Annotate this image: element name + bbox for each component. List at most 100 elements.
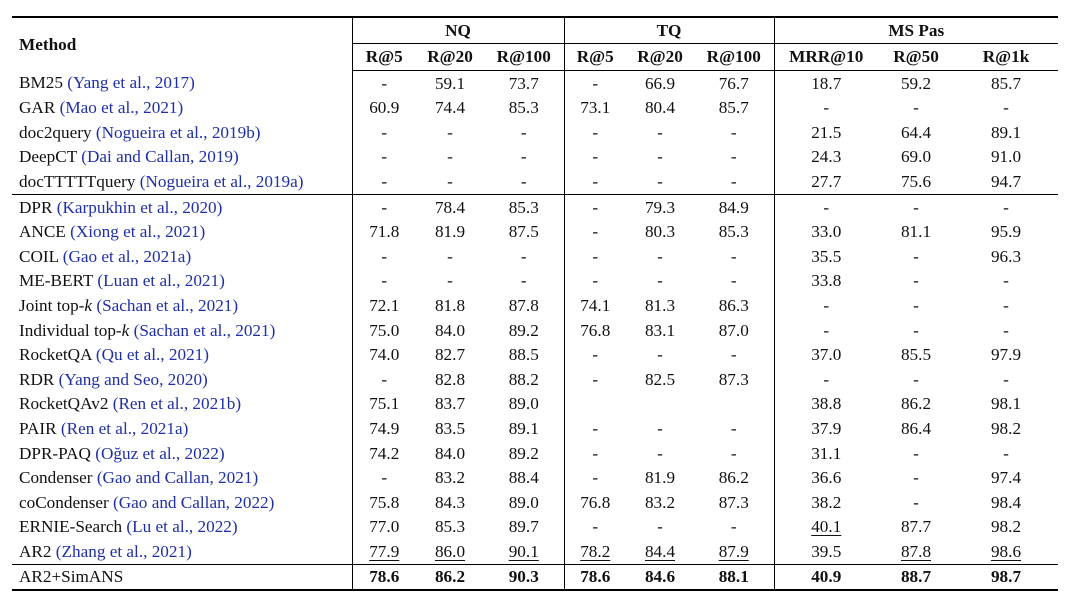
citation-link[interactable]: Qu et al., 2021 — [101, 345, 204, 365]
value-cell: 84.0 — [416, 441, 484, 466]
value-text: 59.2 — [900, 73, 932, 93]
method-name: DeepCT — [19, 147, 77, 167]
value-cell: - — [563, 367, 626, 392]
citation-link[interactable]: Mao et al., 2021 — [65, 98, 178, 118]
value-cell: 75.6 — [878, 169, 954, 194]
value-cell: - — [694, 120, 774, 145]
value-text: - — [447, 147, 453, 167]
method-cell: PAIR (Ren et al., 2021a) — [19, 419, 189, 438]
value-cell: - — [773, 95, 878, 121]
citation-link[interactable]: Zhang et al., 2021 — [61, 541, 187, 561]
method-name: DPR-PAQ — [19, 443, 91, 463]
value-text: 59.1 — [434, 73, 466, 93]
citation-link[interactable]: Dai and Callan, 2019 — [86, 147, 234, 167]
value-cell: - — [484, 145, 564, 170]
metric-header: R@5 — [563, 43, 626, 71]
value-text: - — [823, 98, 830, 118]
value-text: - — [381, 271, 388, 291]
value-text: - — [1003, 320, 1009, 340]
value-text: - — [823, 369, 830, 389]
value-text: 74.2 — [369, 443, 400, 463]
value-text: - — [520, 172, 527, 192]
value-cell: 98.2 — [954, 515, 1058, 540]
citation-link[interactable]: Luan et al., 2021 — [103, 271, 220, 291]
value-text: 84.6 — [644, 567, 676, 587]
value-cell: 74.0 — [351, 342, 416, 368]
citation-link[interactable]: Gao et al., 2021a — [68, 246, 186, 266]
value-cell: - — [626, 515, 694, 540]
citation-link[interactable]: Lu et al., 2022 — [132, 517, 232, 537]
method-name: doc2query — [19, 122, 92, 142]
value-cell: - — [351, 465, 416, 491]
value-text: 85.7 — [718, 98, 749, 118]
citation-link[interactable]: Sachan et al., 2021 — [102, 296, 233, 316]
value-cell: 64.4 — [878, 120, 954, 145]
table-row: DeepCT (Dai and Callan, 2019) - - - - - - 24.3 6… — [12, 144, 1058, 170]
value-cell: 91.0 — [954, 145, 1058, 170]
citation-link[interactable]: Ren et al., 2021a — [66, 419, 183, 438]
citation-link[interactable]: Ren et al., 2021b — [118, 394, 236, 414]
value-cell: 98.6 — [954, 539, 1058, 564]
value-text: 89.7 — [508, 517, 539, 537]
value-text: 74.1 — [580, 296, 611, 316]
value-cell: - — [694, 343, 774, 368]
value-text: - — [592, 443, 599, 463]
value-cell: 81.1 — [878, 220, 954, 245]
value-text: - — [447, 122, 453, 142]
value-text: 84.4 — [644, 541, 676, 561]
value-text: 37.9 — [811, 419, 842, 438]
value-text: 85.3 — [508, 197, 539, 217]
value-cell: - — [626, 343, 694, 368]
value-text: 87.9 — [718, 541, 749, 561]
value-text: 85.3 — [508, 98, 539, 118]
value-text: 97.9 — [990, 345, 1022, 365]
value-cell: - — [878, 96, 954, 121]
value-cell: 87.3 — [694, 490, 774, 515]
citation-link[interactable]: Gao and Callan, 2021 — [102, 468, 253, 488]
value-text: 78.2 — [580, 541, 611, 561]
citation-link[interactable]: Gao and Callan, 2022 — [118, 492, 269, 512]
value-cell: 90.3 — [484, 563, 564, 591]
value-cell: - — [484, 120, 564, 145]
value-text: - — [913, 443, 919, 463]
value-text: 89.0 — [508, 394, 539, 414]
citation-link[interactable]: Oğuz et al., 2022 — [101, 443, 219, 463]
value-text: - — [730, 517, 737, 537]
value-cell: 80.3 — [626, 220, 694, 245]
citation-link[interactable]: Yang et al., 2017 — [72, 73, 190, 93]
method-name: RocketQAv2 — [19, 394, 109, 414]
table-row: DPR (Karpukhin et al., 2020) - 78.4 85.3 - 79… — [12, 193, 1058, 220]
value-cell: 33.0 — [773, 219, 878, 245]
value-text: 90.1 — [508, 541, 539, 561]
value-text: 86.3 — [718, 296, 749, 316]
citation-link[interactable]: Sachan et al., 2021 — [139, 320, 270, 340]
value-cell: 18.7 — [773, 70, 878, 96]
value-text: 27.7 — [811, 172, 842, 192]
value-cell: 84.0 — [416, 318, 484, 343]
value-cell: 87.0 — [694, 318, 774, 343]
value-text: 74.9 — [369, 419, 400, 438]
value-text: 84.9 — [718, 197, 749, 217]
value-cell: 84.6 — [626, 563, 694, 591]
table-row: DPR-PAQ (Oğuz et al., 2022) 74.2 84.0 89.2 -… — [12, 440, 1058, 466]
value-cell: 66.9 — [626, 71, 694, 96]
value-text: 96.3 — [990, 246, 1022, 266]
citation-link[interactable]: Nogueira et al., 2019b — [101, 122, 255, 142]
value-text: 72.1 — [369, 296, 400, 316]
value-cell: - — [563, 193, 626, 220]
value-text: - — [730, 122, 737, 142]
value-cell: 81.8 — [416, 293, 484, 318]
method-cell: ME-BERT (Luan et al., 2021) — [19, 271, 225, 291]
citation-link[interactable]: Yang and Seo, 2020 — [64, 369, 203, 389]
value-cell: - — [416, 145, 484, 170]
citation-link[interactable]: Karpukhin et al., 2020 — [62, 197, 217, 217]
value-text: - — [520, 147, 527, 167]
value-cell: 27.7 — [773, 169, 878, 195]
value-text: - — [592, 122, 599, 142]
value-cell: 83.7 — [416, 392, 484, 417]
value-text: - — [823, 197, 830, 217]
citation-link[interactable]: Xiong et al., 2021 — [75, 222, 200, 242]
value-cell: 86.2 — [416, 563, 484, 591]
citation-link[interactable]: Nogueira et al., 2019a — [145, 172, 298, 192]
value-cell: 75.0 — [351, 317, 416, 343]
